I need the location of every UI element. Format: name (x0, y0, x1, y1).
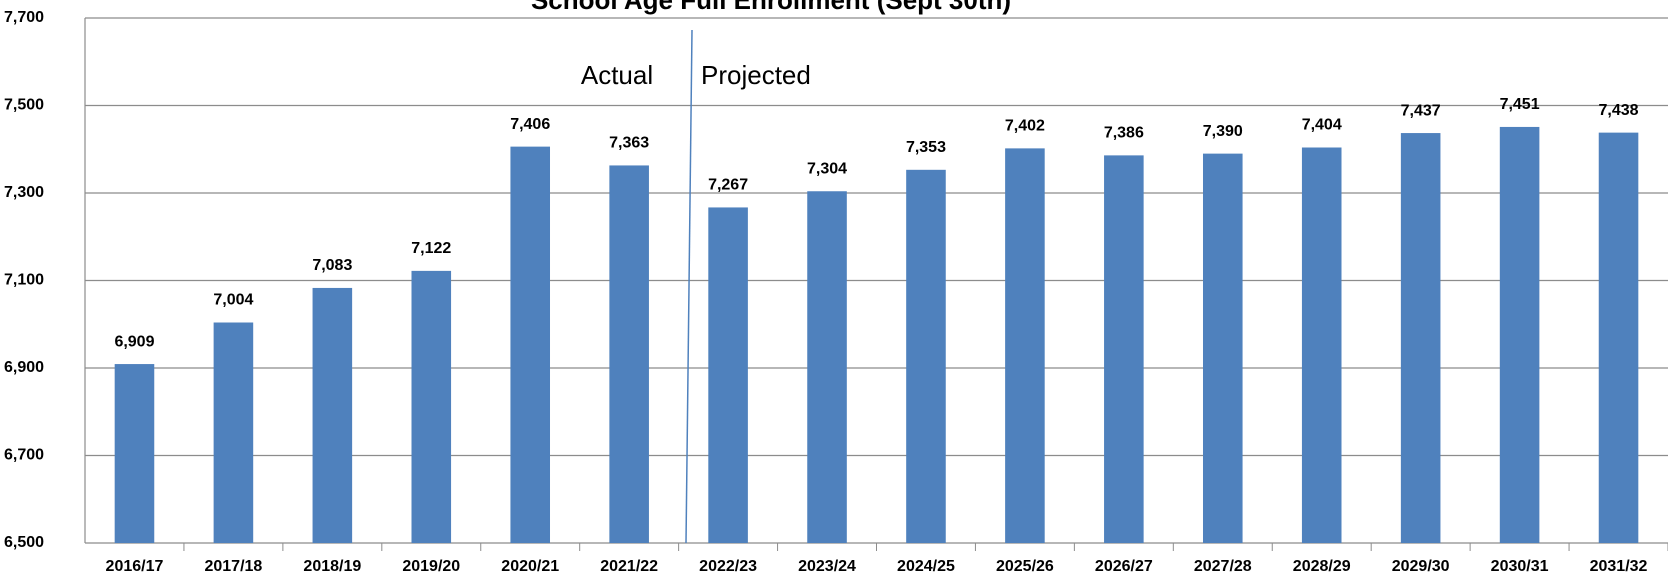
bar (1005, 148, 1045, 543)
x-tick-label: 2026/27 (1095, 558, 1153, 575)
y-tick-label: 6,500 (4, 534, 44, 551)
x-tick-label: 2029/30 (1392, 558, 1450, 575)
value-label: 7,004 (213, 292, 253, 309)
value-label: 7,390 (1203, 123, 1243, 140)
y-tick-label: 7,300 (4, 184, 44, 201)
value-label: 7,267 (708, 177, 748, 194)
value-label: 7,406 (510, 116, 550, 133)
value-label: 7,304 (807, 160, 847, 177)
bar (1202, 153, 1243, 543)
y-tick-label: 7,100 (4, 272, 44, 289)
bar (1598, 132, 1639, 543)
x-tick-label: 2028/29 (1293, 558, 1351, 575)
bar (708, 207, 748, 543)
x-tick-label: 2031/32 (1590, 558, 1648, 575)
x-tick-label: 2025/26 (996, 558, 1054, 575)
x-tick-label: 2027/28 (1194, 558, 1252, 575)
x-tick-label: 2023/24 (798, 558, 856, 575)
value-label: 7,083 (312, 257, 352, 274)
value-label: 7,404 (1302, 117, 1342, 134)
bar (609, 165, 649, 543)
bar (411, 270, 452, 543)
y-tick-label: 7,500 (4, 97, 44, 114)
bar (906, 169, 946, 543)
value-label: 7,122 (411, 240, 451, 257)
value-label: 7,437 (1401, 102, 1441, 119)
bar (1499, 126, 1540, 543)
x-tick-label: 2021/22 (600, 558, 658, 575)
x-tick-label: 2030/31 (1491, 558, 1549, 575)
x-tick-label: 2017/18 (204, 558, 262, 575)
bar (213, 322, 254, 543)
y-tick-label: 6,700 (4, 447, 44, 464)
divider-line (685, 29, 693, 544)
value-label: 7,402 (1005, 118, 1045, 135)
value-label: 7,386 (1104, 125, 1144, 142)
value-label: 7,438 (1599, 102, 1639, 119)
annotation: Actual (581, 60, 653, 90)
bar (1301, 147, 1342, 543)
annotation: Projected (701, 60, 811, 90)
value-label: 7,363 (609, 135, 649, 152)
bar (1104, 155, 1144, 543)
x-tick-label: 2019/20 (402, 558, 460, 575)
value-label: 7,353 (906, 139, 946, 156)
x-tick-label: 2020/21 (501, 558, 559, 575)
x-tick-label: 2024/25 (897, 558, 955, 575)
bar (510, 146, 551, 543)
bar (114, 364, 155, 543)
value-label: 6,909 (114, 333, 154, 350)
value-label: 7,451 (1500, 96, 1540, 113)
bar (1400, 133, 1441, 543)
x-tick-label: 2018/19 (303, 558, 361, 575)
chart-title: School Age Full Enrollment (Sept 30th) (531, 0, 1011, 15)
y-tick-label: 6,900 (4, 359, 44, 376)
y-tick-label: 7,700 (4, 9, 44, 26)
x-tick-label: 2016/17 (106, 558, 164, 575)
x-tick-label: 2022/23 (699, 558, 757, 575)
bar (312, 287, 353, 543)
bar (807, 191, 847, 543)
